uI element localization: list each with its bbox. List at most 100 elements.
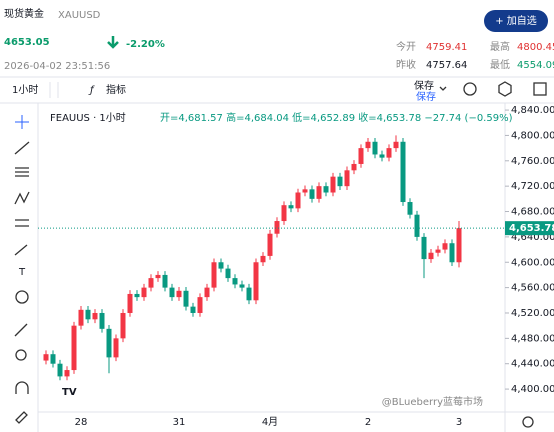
candle-body bbox=[393, 141, 399, 149]
stat-value: 4800.45 bbox=[517, 42, 554, 53]
candle-body bbox=[316, 186, 322, 199]
candle-body bbox=[155, 274, 161, 279]
x-tick-label: 2 bbox=[365, 417, 371, 428]
candle-body bbox=[204, 287, 210, 298]
candle-body bbox=[71, 325, 77, 371]
text-tool[interactable]: T bbox=[18, 267, 26, 278]
candle-body bbox=[407, 202, 413, 215]
stat-label: 昨收 bbox=[396, 58, 416, 71]
x-tick-label: 4月 bbox=[262, 416, 278, 428]
axis-settings[interactable] bbox=[522, 416, 534, 428]
candle-body bbox=[288, 205, 294, 209]
down-arrow bbox=[107, 36, 119, 49]
watermark: @BLueberry蓝莓市场 bbox=[382, 395, 483, 408]
candle-body bbox=[141, 287, 147, 298]
candle-body bbox=[337, 176, 343, 187]
x-tick-label: 28 bbox=[75, 417, 88, 428]
y-tick-label: 4,800.00 bbox=[511, 130, 554, 141]
candle-body bbox=[253, 262, 259, 301]
candle-body bbox=[218, 262, 224, 269]
candle-body bbox=[372, 141, 378, 155]
candle-body bbox=[239, 284, 245, 288]
tv-logo: TV bbox=[62, 387, 77, 398]
candle-body bbox=[274, 221, 280, 234]
candle-body bbox=[421, 236, 427, 260]
ohlc-legend: 开=4,681.57 高=4,684.04 低=4,652.89 收=4,653… bbox=[160, 111, 513, 124]
candle-body bbox=[246, 287, 252, 301]
fib-tool[interactable] bbox=[15, 167, 29, 177]
prediction-tool[interactable] bbox=[15, 219, 29, 227]
stat-value: 4757.64 bbox=[426, 60, 467, 71]
add-watchlist-button[interactable] bbox=[484, 10, 548, 32]
candle-body bbox=[176, 290, 182, 298]
settings-icon[interactable] bbox=[498, 81, 512, 97]
y-tick-label: 4,480.00 bbox=[511, 333, 554, 344]
stat-value: 4759.41 bbox=[426, 42, 467, 53]
candle-body bbox=[120, 312, 126, 339]
candle-body bbox=[442, 243, 448, 250]
emoji-tool[interactable] bbox=[15, 290, 29, 304]
candle-body bbox=[435, 249, 441, 253]
pattern-tool[interactable] bbox=[14, 191, 30, 205]
interval-button[interactable]: 1小时 bbox=[12, 84, 38, 96]
stat-label: 今开 bbox=[396, 40, 416, 53]
candle-body bbox=[428, 252, 434, 260]
candle-body bbox=[260, 255, 266, 263]
save-status: 保存 bbox=[416, 90, 436, 103]
last-price-label: 4,653.78 bbox=[509, 223, 554, 234]
candle-body bbox=[197, 297, 203, 313]
y-tick-label: 4,680.00 bbox=[511, 207, 554, 218]
y-tick-label: 4,640.00 bbox=[511, 232, 554, 243]
candle-body bbox=[323, 186, 329, 193]
candle-body bbox=[400, 141, 406, 203]
candle-body bbox=[85, 309, 91, 320]
candle-body bbox=[106, 328, 112, 358]
zoom-tool[interactable] bbox=[15, 349, 27, 361]
stat-label: 最高 bbox=[490, 40, 510, 53]
candle-body bbox=[330, 176, 336, 193]
candle-body bbox=[358, 148, 364, 164]
magnet-tool[interactable] bbox=[15, 381, 29, 394]
x-tick-label: 31 bbox=[173, 417, 186, 428]
search-icon[interactable] bbox=[463, 82, 477, 96]
y-tick-label: 4,600.00 bbox=[511, 257, 554, 268]
add-watchlist-label[interactable]: + 加自选 bbox=[495, 14, 537, 27]
save-button[interactable]: 保存 bbox=[414, 79, 434, 92]
fullscreen-icon[interactable] bbox=[533, 82, 547, 96]
x-tick-label: 3 bbox=[456, 417, 462, 428]
stat-label: 最低 bbox=[490, 58, 510, 71]
candle-body bbox=[309, 189, 315, 199]
candle-body bbox=[302, 189, 308, 193]
ruler-tool[interactable] bbox=[14, 323, 28, 337]
candle-body bbox=[183, 290, 189, 307]
candle-body bbox=[64, 370, 70, 377]
candle-body bbox=[281, 205, 287, 222]
candle-body bbox=[99, 312, 105, 329]
y-tick-label: 4,400.00 bbox=[511, 384, 554, 395]
price: 4653.05 bbox=[4, 37, 50, 48]
crosshair-tool[interactable] bbox=[15, 115, 29, 129]
candle-body bbox=[134, 293, 140, 298]
chart-title: FEAUUS · 1小时 bbox=[50, 112, 126, 124]
save-dropdown[interactable] bbox=[439, 86, 447, 91]
candle-body bbox=[386, 148, 392, 158]
candle-body bbox=[127, 293, 133, 313]
candle-body bbox=[50, 354, 56, 364]
candle-body bbox=[267, 233, 273, 256]
last-price-box bbox=[505, 221, 554, 236]
indicator-button[interactable]: 指标 bbox=[106, 83, 126, 96]
candle-body bbox=[57, 363, 63, 377]
y-tick-label: 4,560.00 bbox=[511, 283, 554, 294]
candle-body bbox=[232, 278, 238, 285]
candle-body bbox=[190, 306, 196, 313]
brush-tool[interactable] bbox=[14, 244, 28, 256]
lock-tool[interactable] bbox=[15, 411, 28, 424]
change: -2.20% bbox=[126, 39, 165, 50]
candle-body bbox=[295, 192, 301, 209]
candle-body bbox=[456, 228, 462, 263]
candle-body bbox=[162, 274, 168, 288]
trend-line-tool[interactable] bbox=[14, 141, 30, 155]
indicator-icon[interactable]: ƒ bbox=[88, 85, 95, 96]
candle-body bbox=[379, 154, 385, 158]
y-tick-label: 4,840.00 bbox=[511, 105, 554, 116]
